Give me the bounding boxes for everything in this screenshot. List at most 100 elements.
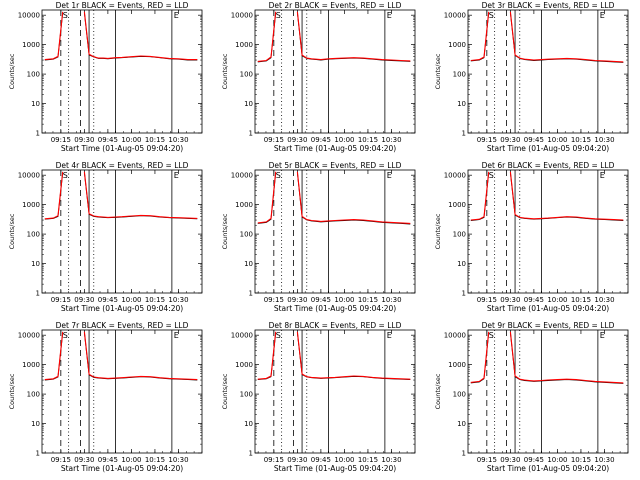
y-tick-label: 1000 [448, 41, 466, 49]
x-tick-label: 10:00 [121, 296, 141, 304]
x-tick-label: 09:15 [51, 136, 71, 144]
marker-e: E [600, 171, 605, 180]
marker-s: S [63, 331, 68, 340]
x-tick-label: 09:45 [524, 136, 544, 144]
detector-panel-9: Det 9r BLACK = Events, RED = LLD 1 10 100 10… [426, 320, 639, 480]
x-tick-label: 09:45 [98, 136, 118, 144]
series-line-red [470, 171, 624, 221]
x-axis-label: Start Time (01-Aug-05 09:04:20) [61, 464, 183, 473]
y-tick-label: 100 [27, 391, 40, 399]
panel-svg: Det 7r BLACK = Events, RED = LLD 1 10 100 10… [8, 321, 203, 473]
x-tick-label: 10:00 [547, 456, 567, 464]
y-axis-label: Counts/sec [221, 373, 229, 409]
marker-s: S [276, 11, 281, 20]
y-tick-label: 100 [27, 231, 40, 239]
x-tick-label: 09:30 [74, 456, 94, 464]
y-tick-label: 1000 [235, 41, 253, 49]
marker-e: E [600, 331, 605, 340]
panel-title: Det 3r BLACK = Events, RED = LLD [482, 1, 615, 10]
x-tick-label: 09:15 [477, 456, 497, 464]
y-tick-label: 1 [36, 290, 40, 298]
y-tick-label: 1000 [22, 361, 40, 369]
x-tick-label: 09:30 [287, 456, 307, 464]
marker-s: S [63, 11, 68, 20]
panel-svg: Det 2r BLACK = Events, RED = LLD 1 10 100 10… [221, 1, 416, 153]
x-tick-label: 10:30 [594, 456, 614, 464]
y-tick-label: 1000 [448, 201, 466, 209]
marker-s: S [276, 331, 281, 340]
x-tick-label: 10:30 [381, 456, 401, 464]
series-line-black [257, 12, 411, 63]
plot-frame [254, 329, 416, 454]
y-tick-label: 10 [31, 100, 40, 108]
x-tick-label: 10:15 [358, 456, 378, 464]
detector-panel-7: Det 7r BLACK = Events, RED = LLD 1 10 100 10… [0, 320, 213, 480]
marker-s: S [276, 171, 281, 180]
y-tick-label: 100 [240, 71, 253, 79]
marker-e: E [387, 171, 392, 180]
series-line-red [257, 331, 411, 380]
x-tick-label: 10:00 [121, 456, 141, 464]
x-tick-label: 09:45 [311, 456, 331, 464]
panel-title: Det 6r BLACK = Events, RED = LLD [482, 161, 615, 170]
y-axis-label: Counts/sec [221, 53, 229, 89]
y-tick-label: 100 [453, 71, 466, 79]
y-tick-label: 10 [244, 420, 253, 428]
y-tick-label: 1000 [22, 201, 40, 209]
x-axis-label: Start Time (01-Aug-05 09:04:20) [487, 144, 609, 153]
panel-svg: Det 6r BLACK = Events, RED = LLD 1 10 100 10… [434, 161, 629, 313]
detector-panel-8: Det 8r BLACK = Events, RED = LLD 1 10 100 10… [213, 320, 426, 480]
series-line-red [470, 331, 624, 384]
y-tick-label: 10 [457, 420, 466, 428]
detector-panel-6: Det 6r BLACK = Events, RED = LLD 1 10 100 10… [426, 160, 639, 320]
marker-s: S [63, 171, 68, 180]
x-tick-label: 10:15 [571, 296, 591, 304]
y-tick-label: 10 [457, 100, 466, 108]
x-tick-label: 10:15 [358, 136, 378, 144]
marker-e: E [174, 331, 179, 340]
y-tick-label: 10000 [444, 332, 466, 340]
marker-e: E [600, 11, 605, 20]
x-tick-label: 10:30 [168, 296, 188, 304]
x-tick-label: 09:15 [477, 296, 497, 304]
x-tick-label: 10:00 [547, 296, 567, 304]
y-tick-label: 100 [453, 391, 466, 399]
x-tick-label: 10:15 [145, 136, 165, 144]
y-tick-label: 1 [462, 130, 466, 138]
y-axis-label: Counts/sec [8, 213, 16, 249]
y-axis-label: Counts/sec [8, 53, 16, 89]
series-line-red [44, 171, 198, 220]
panel-svg: Det 1r BLACK = Events, RED = LLD 1 10 100 10… [8, 1, 203, 153]
x-tick-label: 10:00 [334, 296, 354, 304]
y-tick-label: 1 [36, 130, 40, 138]
x-tick-label: 09:15 [51, 456, 71, 464]
plot-frame [41, 329, 203, 454]
detector-panel-5: Det 5r BLACK = Events, RED = LLD 1 10 100 10… [213, 160, 426, 320]
y-tick-label: 10000 [444, 172, 466, 180]
x-tick-label: 10:15 [571, 456, 591, 464]
y-tick-label: 100 [240, 231, 253, 239]
panel-svg: Det 8r BLACK = Events, RED = LLD 1 10 100 10… [221, 321, 416, 473]
x-tick-label: 09:15 [51, 296, 71, 304]
series-line-red [257, 171, 411, 224]
x-tick-label: 10:15 [571, 136, 591, 144]
y-tick-label: 1000 [235, 201, 253, 209]
marker-s: S [489, 11, 494, 20]
y-tick-label: 10000 [18, 332, 40, 340]
y-axis-label: Counts/sec [434, 213, 442, 249]
x-axis-label: Start Time (01-Aug-05 09:04:20) [61, 144, 183, 153]
x-tick-label: 10:30 [594, 136, 614, 144]
series-line-red [257, 11, 411, 62]
x-tick-label: 10:00 [334, 456, 354, 464]
x-tick-label: 10:30 [594, 296, 614, 304]
x-tick-label: 09:45 [98, 456, 118, 464]
marker-e: E [387, 331, 392, 340]
panel-title: Det 8r BLACK = Events, RED = LLD [269, 321, 402, 330]
x-tick-label: 09:30 [500, 456, 520, 464]
plot-frame [467, 169, 629, 294]
y-tick-label: 1000 [448, 361, 466, 369]
x-axis-label: Start Time (01-Aug-05 09:04:20) [274, 144, 396, 153]
panel-svg: Det 9r BLACK = Events, RED = LLD 1 10 100 10… [434, 321, 629, 473]
y-tick-label: 1 [36, 450, 40, 458]
